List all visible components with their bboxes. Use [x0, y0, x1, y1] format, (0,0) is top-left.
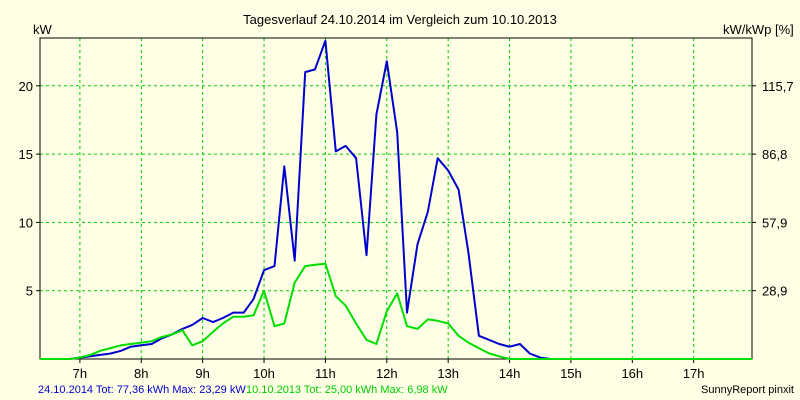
tick-labels: 7h 8h 9h 10h 11h 12h 13h 14h 15h 16h 17h 5 28,9 10 57,…	[19, 79, 794, 381]
grid	[40, 38, 752, 359]
footer-series-2: 10.10.2013 Tot: 25,00 kWh Max: 6,98 kW	[246, 384, 448, 396]
y-tick-label-left: 5	[26, 284, 33, 299]
footer-credit: SunnyReport pinxit	[701, 384, 794, 396]
y-tick-label-left: 20	[19, 79, 33, 94]
x-tick-label: 12h	[376, 366, 398, 381]
plot-frame	[39, 37, 753, 360]
x-tick-label: 7h	[73, 366, 87, 381]
y-tick-label-left: 10	[19, 215, 33, 230]
x-tick-label: 9h	[195, 366, 209, 381]
footer-series-1: 24.10.2014 Tot: 77,36 kWh Max: 23,29 kW	[38, 384, 246, 396]
chart-title: Tagesverlauf 24.10.2014 im Vergleich zum…	[243, 12, 557, 27]
y-tick-label-right: 86,8	[762, 147, 787, 162]
series-line-24.10.2014	[40, 39, 752, 360]
x-tick-label: 13h	[437, 366, 459, 381]
y-tick-label-left: 15	[19, 147, 33, 162]
x-tick-label: 16h	[621, 366, 643, 381]
y-axis-left-label: kW	[33, 22, 53, 37]
series-lines	[40, 39, 752, 360]
x-tick-label: 17h	[683, 366, 705, 381]
y-tick-label-right: 115,7	[762, 79, 794, 94]
x-tick-label: 11h	[315, 366, 336, 381]
x-tick-label: 15h	[560, 366, 582, 381]
series-line-10.10.2013	[40, 262, 752, 360]
y-tick-label-right: 28,9	[762, 284, 787, 299]
y-tick-label-right: 57,9	[762, 215, 787, 230]
x-tick-label: 14h	[499, 366, 521, 381]
y-axis-right-label: kW/kWp [%]	[723, 22, 794, 37]
x-tick-label: 8h	[134, 366, 148, 381]
x-tick-label: 10h	[253, 366, 275, 381]
axes	[36, 37, 756, 363]
